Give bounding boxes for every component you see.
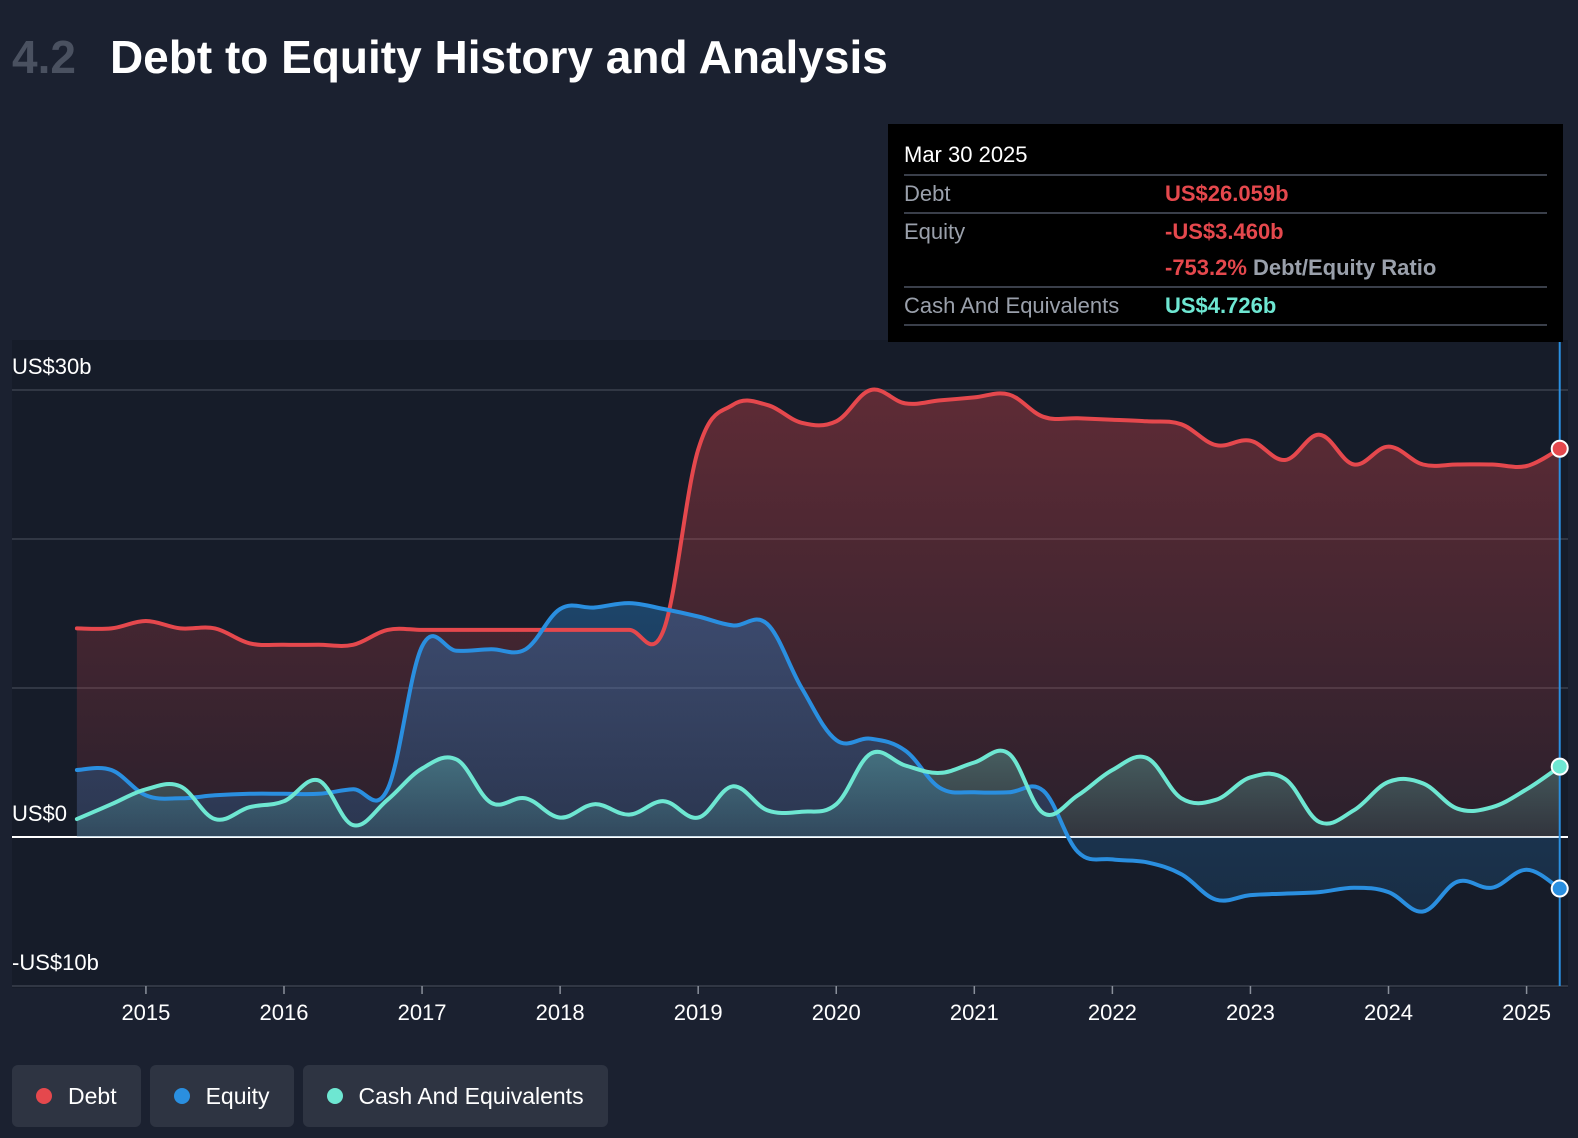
x-tick-label: 2020 (812, 1000, 861, 1025)
cash-hover-point (1550, 757, 1569, 776)
section-number: 4.2 (12, 31, 76, 83)
x-tick-label: 2018 (536, 1000, 585, 1025)
x-tick-label: 2017 (398, 1000, 447, 1025)
legend-item-cash[interactable]: Cash And Equivalents (302, 1065, 608, 1127)
series-lines (74, 387, 1562, 914)
tooltip: Mar 30 2025 Debt US$26.059b Equity -US$3… (888, 124, 1563, 342)
y-axis-labels: US$30b US$0 -US$10b (12, 354, 99, 975)
tooltip-row-ratio: -753.2% Debt/Equity Ratio (904, 250, 1547, 288)
tooltip-debt-label: Debt (904, 181, 951, 206)
legend-cash-label: Cash And Equivalents (358, 1082, 584, 1109)
page-title: Debt to Equity History and Analysis (109, 31, 888, 83)
y-tick-label: US$0 (12, 801, 67, 826)
debt-dot-icon (36, 1088, 52, 1104)
legend-item-debt[interactable]: Debt (12, 1065, 141, 1127)
cash-area (76, 750, 1560, 837)
tooltip-cash-value: US$4.726b (1165, 293, 1277, 318)
tooltip-cash-label: Cash And Equivalents (904, 293, 1120, 318)
x-tick-label: 2024 (1364, 1000, 1413, 1025)
tooltip-ratio-label: Debt/Equity Ratio (1252, 255, 1437, 280)
x-tick-label: 2015 (121, 1000, 170, 1025)
hover-indicator (1550, 342, 1569, 986)
x-tick-label: 2025 (1502, 1000, 1551, 1025)
tooltip-row-equity: Equity -US$3.460b (904, 214, 1547, 250)
legend-item-equity[interactable]: Equity (149, 1065, 294, 1127)
equity-hover-point (1550, 879, 1569, 898)
tooltip-debt-value: US$26.059b (1165, 181, 1289, 206)
debt-hover-point (1550, 439, 1569, 458)
legend-equity-label: Equity (205, 1082, 270, 1109)
legend-debt-label: Debt (68, 1082, 117, 1109)
x-axis-labels: 2015 2016 2017 2018 2019 2020 2021 2022 2023 2024… (121, 986, 1551, 1025)
equity-dot-icon (173, 1088, 190, 1104)
tooltip-equity-value: -US$3.460b (1165, 219, 1284, 244)
tooltip-ratio-value: -753.2% (1165, 255, 1247, 280)
cash-line (74, 748, 1562, 828)
series-areas (76, 389, 1560, 912)
tooltip-row-cash: Cash And Equivalents US$4.726b (904, 288, 1547, 326)
y-tick-label: -US$10b (12, 950, 99, 975)
tooltip-row-debt: Debt US$26.059b (904, 176, 1547, 214)
x-tick-label: 2021 (950, 1000, 999, 1025)
debt-line (74, 387, 1562, 648)
y-tick-label: US$30b (12, 354, 92, 379)
header: 4.2 Debt to Equity History and Analysis (12, 30, 888, 84)
legend: Debt Equity Cash And Equivalents (12, 1065, 608, 1127)
tooltip-date: Mar 30 2025 (904, 142, 1547, 176)
x-tick-label: 2019 (674, 1000, 723, 1025)
tooltip-equity-label: Equity (904, 219, 966, 244)
x-tick-label: 2022 (1088, 1000, 1137, 1025)
x-tick-label: 2023 (1226, 1000, 1275, 1025)
x-tick-label: 2016 (260, 1000, 309, 1025)
cash-dot-icon (326, 1088, 343, 1104)
